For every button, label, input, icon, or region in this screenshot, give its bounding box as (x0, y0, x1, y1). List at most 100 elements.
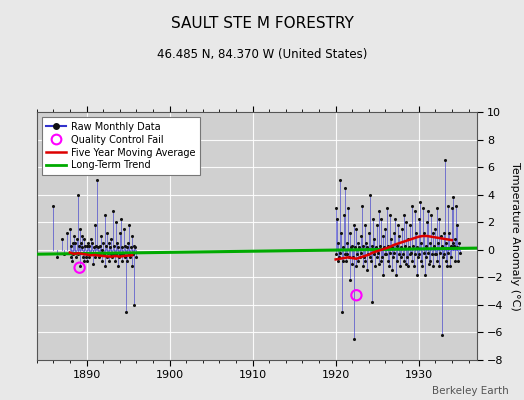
Point (71, 240, 80, 246)
Point (455, 240, 463, 246)
Point (380, 251, 389, 257)
Point (414, 254, 422, 260)
Point (447, 254, 455, 260)
Point (410, 263, 418, 270)
Point (452, 202, 460, 209)
Point (416, 198, 424, 205)
Y-axis label: Temperature Anomaly (°C): Temperature Anomaly (°C) (510, 162, 520, 310)
Point (367, 258, 375, 264)
Point (75, 242, 83, 249)
Point (394, 222, 402, 228)
Point (88, 240, 96, 246)
Point (351, 244, 359, 250)
Point (108, 254, 116, 260)
Point (83, 258, 91, 264)
Point (363, 244, 372, 250)
Point (111, 258, 119, 264)
Point (339, 244, 347, 250)
Point (395, 233, 403, 239)
Point (424, 208, 433, 214)
Point (117, 258, 126, 264)
Point (53, 254, 62, 260)
Point (73, 236, 81, 242)
Point (114, 263, 122, 270)
Point (93, 176, 101, 183)
Point (399, 212, 408, 218)
Point (352, 292, 361, 298)
Point (418, 263, 427, 270)
Point (341, 251, 349, 257)
Point (431, 226, 440, 232)
Point (130, 244, 139, 250)
Point (453, 244, 461, 250)
Point (125, 222, 134, 228)
Point (449, 240, 457, 246)
Point (95, 242, 104, 249)
Point (373, 222, 381, 228)
Point (97, 258, 106, 264)
Point (399, 251, 407, 257)
Point (333, 216, 341, 223)
Point (343, 240, 351, 246)
Point (364, 251, 373, 257)
Point (382, 251, 390, 257)
Point (417, 258, 425, 264)
Point (410, 208, 419, 214)
Point (414, 216, 423, 223)
Point (397, 254, 406, 260)
Point (377, 216, 386, 223)
Point (429, 230, 437, 236)
Point (358, 263, 367, 270)
Point (388, 267, 396, 274)
Point (362, 240, 370, 246)
Point (93, 251, 102, 257)
Point (449, 194, 457, 201)
Point (124, 240, 132, 246)
Point (402, 219, 410, 226)
Point (420, 230, 429, 236)
Point (86, 251, 94, 257)
Point (102, 242, 110, 249)
Point (397, 244, 405, 250)
Point (80, 258, 89, 264)
Point (84, 254, 93, 260)
Point (77, 240, 85, 246)
Point (376, 258, 385, 264)
Point (62, 230, 71, 236)
Point (390, 249, 399, 256)
Point (432, 205, 441, 212)
Point (121, 254, 129, 260)
Point (94, 244, 103, 250)
Point (366, 192, 375, 198)
Point (365, 254, 374, 260)
Point (352, 263, 360, 270)
Point (419, 249, 428, 256)
Point (110, 242, 118, 249)
Point (439, 254, 447, 260)
Point (425, 260, 433, 267)
Point (86, 236, 95, 242)
Point (455, 249, 464, 256)
Point (128, 233, 136, 239)
Point (350, 336, 358, 342)
Point (92, 242, 101, 249)
Point (339, 258, 347, 264)
Point (413, 244, 421, 250)
Point (95, 254, 103, 260)
Point (332, 205, 340, 212)
Point (129, 242, 138, 249)
Point (332, 251, 341, 257)
Point (412, 271, 421, 278)
Point (373, 254, 381, 260)
Point (415, 251, 423, 257)
Point (422, 254, 431, 260)
Point (396, 263, 404, 270)
Point (388, 244, 397, 250)
Text: Berkeley Earth: Berkeley Earth (432, 386, 508, 396)
Point (383, 205, 391, 212)
Point (436, 233, 445, 239)
Point (360, 254, 368, 260)
Point (447, 205, 456, 212)
Point (341, 184, 350, 191)
Point (434, 240, 442, 246)
